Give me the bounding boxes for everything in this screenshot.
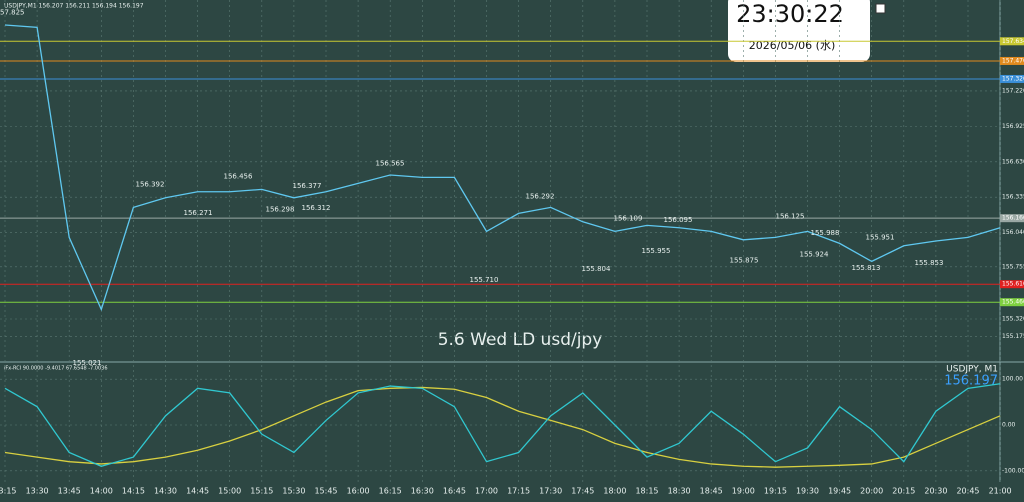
- price-annotation: 156.565: [376, 160, 405, 168]
- level-label: 157.320: [1002, 75, 1024, 82]
- x-tick-label: 17:15: [507, 487, 530, 496]
- y-tick-label: 155.320: [1002, 315, 1024, 322]
- date: 2026/05/06 (水): [749, 39, 835, 52]
- y-tick-label: 157.220: [1002, 87, 1024, 94]
- price-annotation: 155.951: [866, 233, 895, 241]
- price-annotation: 157.825: [0, 8, 24, 16]
- x-tick-label: 17:45: [571, 487, 594, 496]
- sub-y-tick-label: 0.00: [1002, 422, 1016, 429]
- sub-y-tick-label: -100.00: [1002, 467, 1024, 474]
- x-tick-label: 19:00: [732, 487, 755, 496]
- level-tag: [1000, 298, 1024, 307]
- series-line: [4, 386, 1001, 468]
- x-tick-label: 16:45: [443, 487, 466, 496]
- x-tick-label: 14:00: [90, 487, 113, 496]
- series-line: [4, 383, 1001, 467]
- x-tick-label: 15:30: [282, 487, 305, 496]
- level-tag: [1000, 56, 1024, 65]
- price-annotation: 155.710: [470, 276, 499, 284]
- sub-title: USDJPY, M1: [946, 365, 998, 375]
- x-tick-label: 19:45: [828, 487, 851, 496]
- price-annotation: 156.392: [136, 180, 165, 188]
- x-tick-label: 20:45: [956, 487, 979, 496]
- level-label: 155.460: [1002, 299, 1024, 306]
- level-tag: [1000, 74, 1024, 83]
- x-tick-label: 20:00: [860, 487, 883, 496]
- x-tick-label: 16:15: [379, 487, 402, 496]
- x-tick-label: 16:30: [411, 487, 434, 496]
- x-tick-label: 18:00: [603, 487, 626, 496]
- y-tick-label: 156.335: [1002, 194, 1024, 201]
- price-annotation: 156.298: [266, 206, 295, 214]
- price-annotation: 156.456: [224, 173, 253, 181]
- level-label: 156.160: [1002, 215, 1024, 222]
- x-tick-label: 17:00: [475, 487, 498, 496]
- x-tick-label: 21:00: [989, 487, 1012, 496]
- x-tick-label: 18:15: [635, 487, 658, 496]
- x-tick-label: 13:30: [26, 487, 49, 496]
- x-tick-label: 14:15: [122, 487, 145, 496]
- price-annotation: 156.377: [293, 182, 322, 190]
- level-tag: [1000, 37, 1024, 46]
- price-annotation: 156.292: [526, 192, 555, 200]
- x-tick-label: 15:15: [250, 487, 273, 496]
- price-annotation: 155.875: [730, 256, 759, 264]
- level-label: 155.610: [1002, 281, 1024, 288]
- x-tick-label: 15:00: [218, 487, 241, 496]
- x-tick-label: 18:30: [668, 487, 691, 496]
- x-tick-label: 13:15: [0, 487, 17, 496]
- price-annotation: 155.813: [852, 264, 881, 272]
- clock: 23:30:22: [736, 0, 844, 28]
- y-tick-label: 156.040: [1002, 229, 1024, 236]
- header: USDJPY,M1 156.207 156.211 156.194 156.19…: [4, 3, 144, 10]
- x-tick-label: 18:45: [700, 487, 723, 496]
- x-tick-label: 17:30: [539, 487, 562, 496]
- level-tag: [1000, 280, 1024, 289]
- y-tick-label: 156.925: [1002, 123, 1024, 130]
- price-annotation: 155.804: [582, 265, 611, 273]
- x-tick-label: 14:45: [186, 487, 209, 496]
- x-tick-label: 14:30: [154, 487, 177, 496]
- price-annotation: 155.021: [73, 359, 102, 367]
- y-tick-label: 156.630: [1002, 158, 1024, 165]
- price-annotation: 155.924: [800, 251, 829, 259]
- price-annotation: 155.853: [915, 259, 944, 267]
- scroll-icon[interactable]: [875, 3, 886, 14]
- price-annotation: 156.109: [614, 214, 643, 222]
- x-tick-label: 16:00: [347, 487, 370, 496]
- price-annotation: 156.271: [184, 209, 213, 217]
- clock-box: [728, 0, 870, 62]
- x-tick-label: 19:15: [764, 487, 787, 496]
- x-tick-label: 20:15: [892, 487, 915, 496]
- x-tick-label: 20:30: [924, 487, 947, 496]
- price-annotation: 155.988: [811, 229, 840, 237]
- sub-price: 156.197: [944, 374, 998, 389]
- y-tick-label: 155.755: [1002, 263, 1024, 270]
- x-tick-label: 19:30: [796, 487, 819, 496]
- level-label: 157.634: [1002, 38, 1024, 45]
- x-tick-label: 15:45: [314, 487, 337, 496]
- level-label: 157.470: [1002, 57, 1024, 64]
- x-tick-label: 13:45: [58, 487, 81, 496]
- chart-title: 5.6 Wed LD usd/jpy: [438, 330, 603, 350]
- sub-y-tick-label: 100.00: [1002, 376, 1023, 383]
- price-annotation: 156.312: [302, 204, 331, 212]
- price-annotation: 155.955: [642, 247, 671, 255]
- price-annotation: 156.095: [664, 216, 693, 224]
- price-annotation: 156.125: [776, 212, 805, 220]
- sub-header: iFx-RCI 90.0000 -9.4017 67.6548 -7.0036: [4, 366, 108, 372]
- y-tick-label: 155.175: [1002, 333, 1024, 340]
- series-line: [4, 24, 1001, 312]
- level-tag: [1000, 214, 1024, 223]
